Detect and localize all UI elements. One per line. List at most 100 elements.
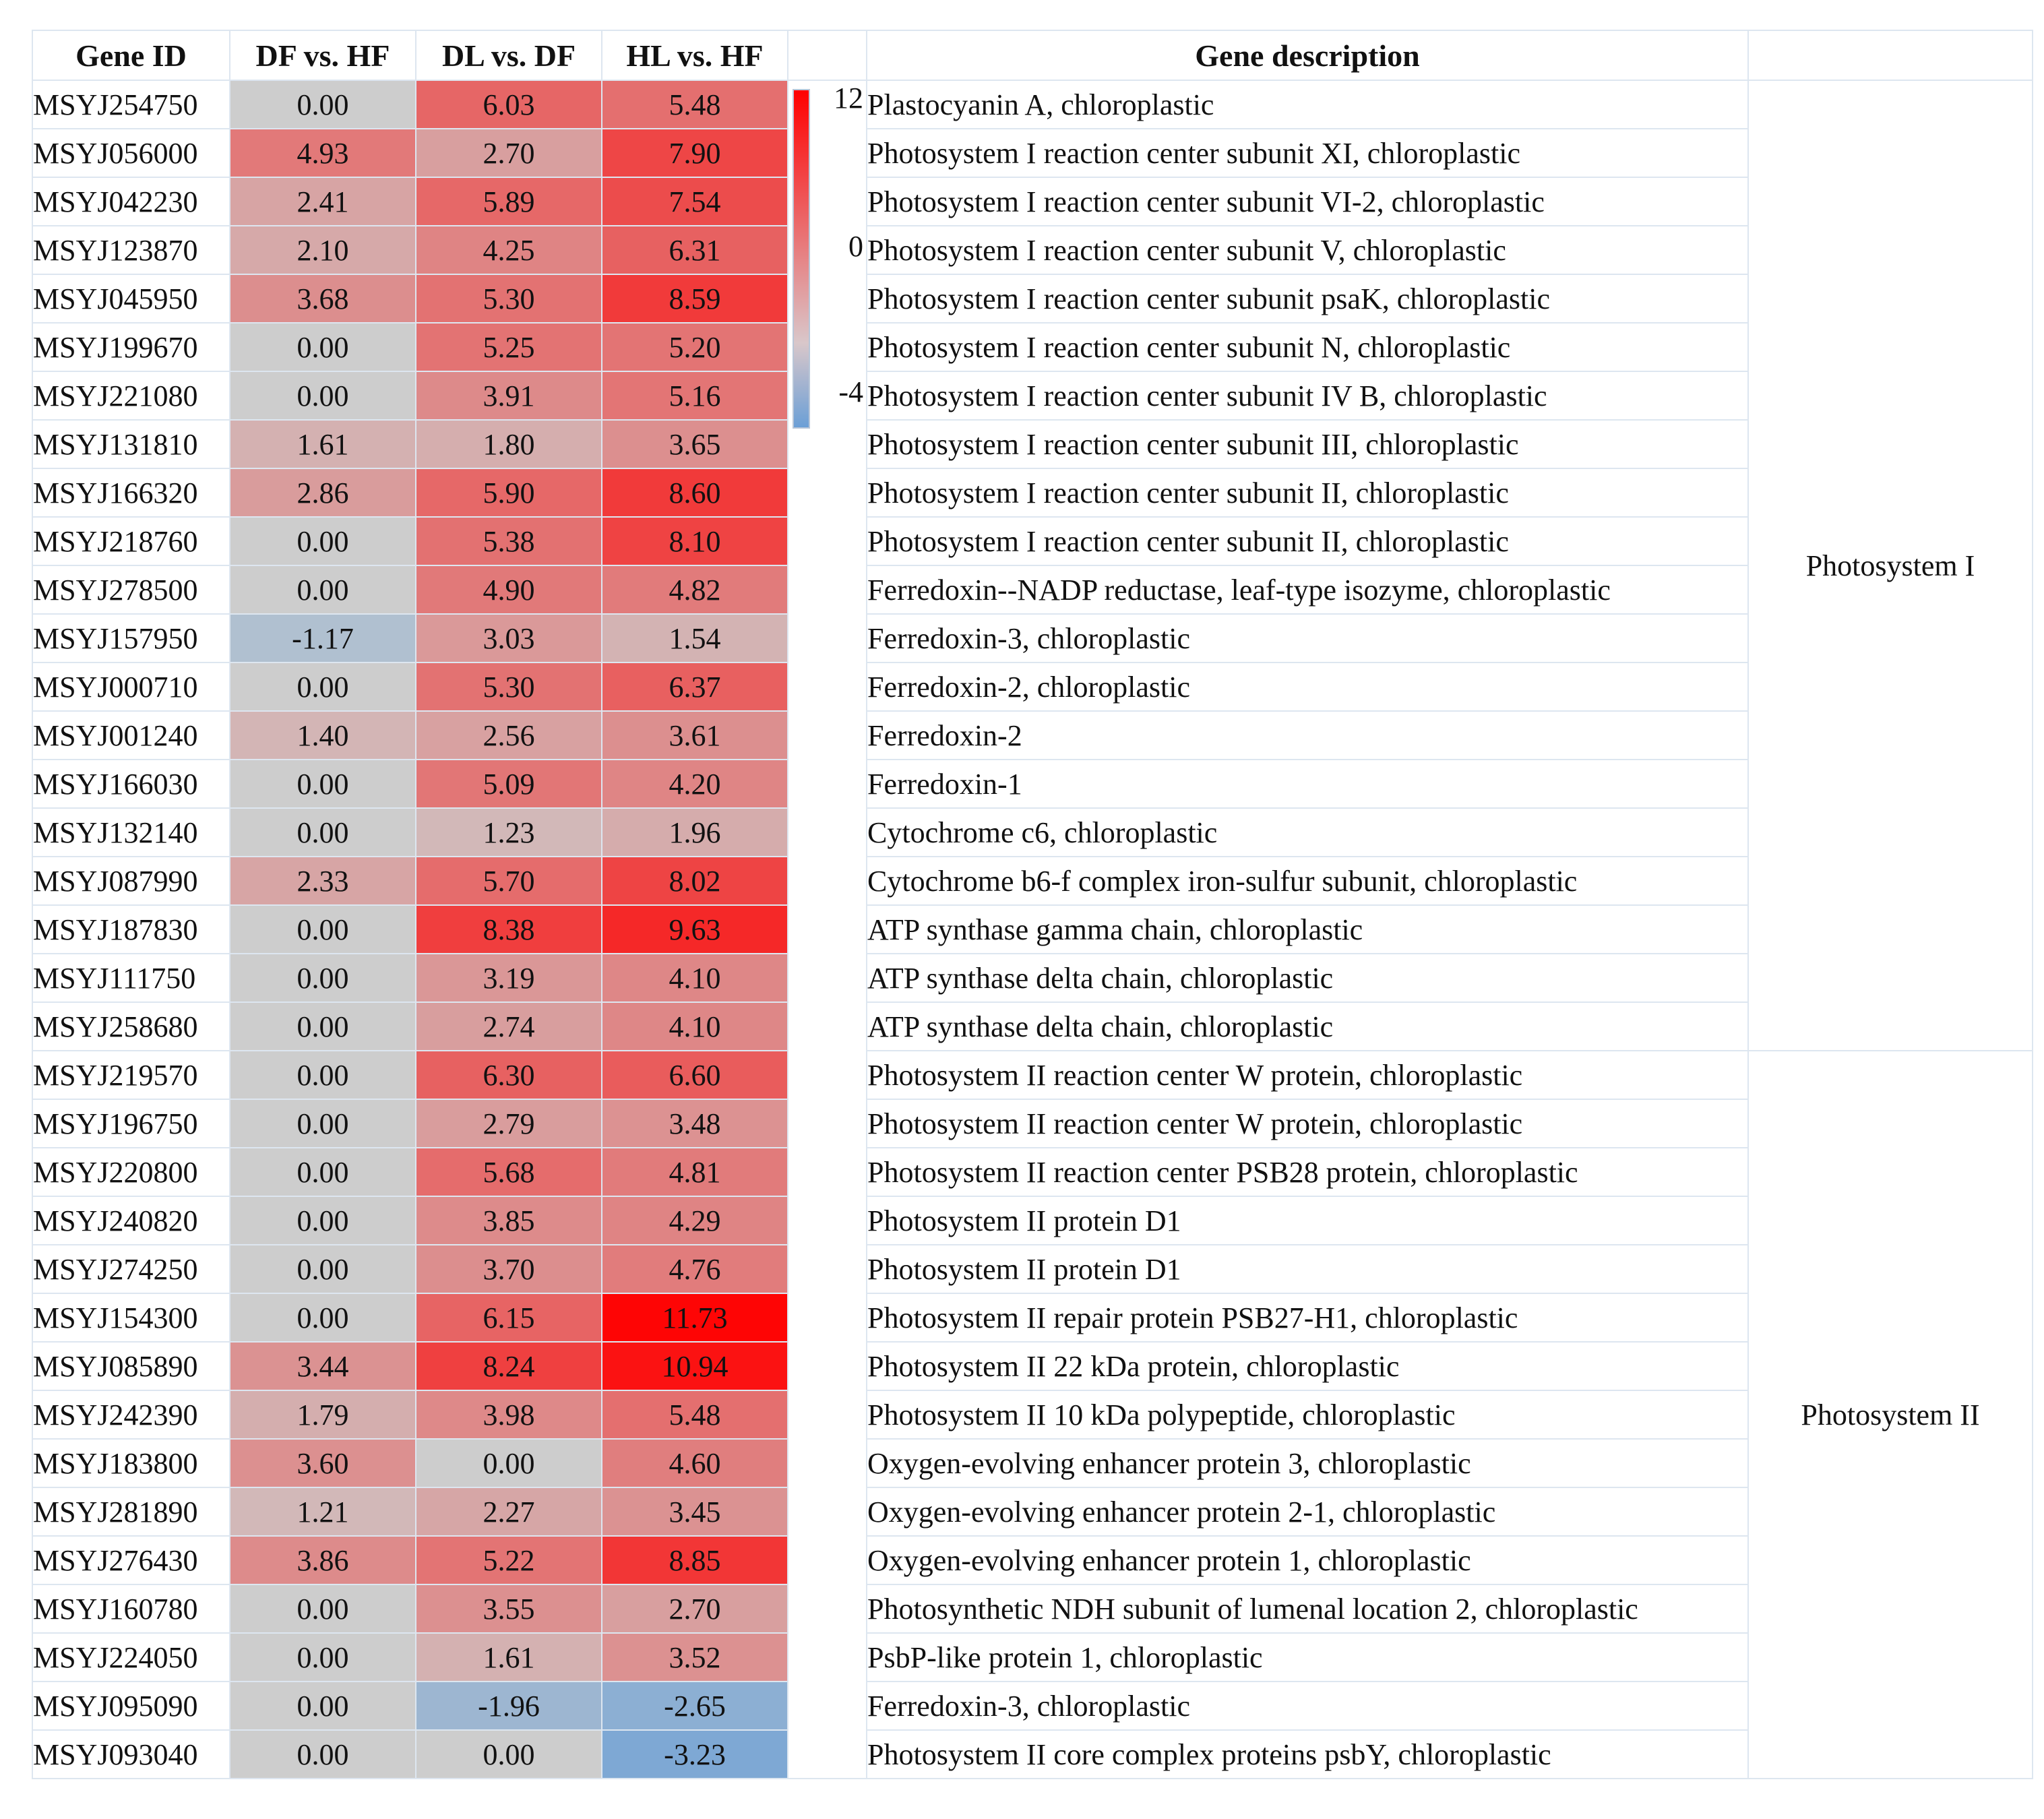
table-row: MSYJ220800 0.00 5.68 4.81 Photosystem II rea… xyxy=(32,1147,2033,1197)
heatmap-cell: 3.70 xyxy=(415,1244,602,1294)
heatmap-body: MSYJ254750 0.00 6.03 5.48 12 0 -4 Plastocyanin … xyxy=(32,80,2033,1779)
gene-id-cell: MSYJ166030 xyxy=(32,759,230,809)
gene-id-cell: MSYJ045950 xyxy=(32,274,230,323)
gene-id-cell: MSYJ056000 xyxy=(32,128,230,178)
table-row: MSYJ001240 1.40 2.56 3.61 Ferredoxin-2 xyxy=(32,710,2033,760)
gene-description-cell: Photosystem I reaction center subunit XI… xyxy=(866,128,1749,178)
heatmap-cell: -1.17 xyxy=(229,613,416,663)
gene-description-cell: Photosystem I reaction center subunit V,… xyxy=(866,225,1749,275)
gene-id-cell: MSYJ123870 xyxy=(32,225,230,275)
heatmap-cell: 4.60 xyxy=(601,1438,788,1488)
header-legend xyxy=(787,30,867,81)
heatmap-cell: 5.20 xyxy=(601,322,788,372)
heatmap-cell: 0.00 xyxy=(229,371,416,421)
table-row: MSYJ085890 3.44 8.24 10.94 Photosystem II 22… xyxy=(32,1341,2033,1391)
table-row: MSYJ157950 -1.17 3.03 1.54 Ferredoxin-3, chl… xyxy=(32,613,2033,663)
color-legend: 12 0 -4 xyxy=(787,80,867,1779)
table-row: MSYJ087990 2.33 5.70 8.02 Cytochrome b6-f co… xyxy=(32,856,2033,906)
gene-description-cell: Ferredoxin-3, chloroplastic xyxy=(866,613,1749,663)
gene-description-cell: Photosystem II protein D1 xyxy=(866,1196,1749,1245)
heatmap-cell: 10.94 xyxy=(601,1341,788,1391)
heatmap-cell: 0.00 xyxy=(229,953,416,1003)
color-legend-bar xyxy=(793,89,810,429)
gene-description-cell: Ferredoxin--NADP reductase, leaf-type is… xyxy=(866,565,1749,615)
heatmap-cell: 3.91 xyxy=(415,371,602,421)
table-row: MSYJ183800 3.60 0.00 4.60 Oxygen-evolving en… xyxy=(32,1438,2033,1488)
gene-description-cell: Photosystem II 10 kDa polypeptide, chlor… xyxy=(866,1390,1749,1440)
heatmap-cell: -2.65 xyxy=(601,1681,788,1731)
gene-description-cell: Photosystem II reaction center W protein… xyxy=(866,1050,1749,1100)
gene-description-cell: Photosystem II core complex proteins psb… xyxy=(866,1729,1749,1779)
gene-description-cell: ATP synthase delta chain, chloroplastic xyxy=(866,1001,1749,1051)
gene-description-cell: Photosystem II repair protein PSB27-H1, … xyxy=(866,1293,1749,1343)
heatmap-cell: 0.00 xyxy=(229,1244,416,1294)
heatmap-cell: 5.30 xyxy=(415,662,602,712)
gene-id-cell: MSYJ001240 xyxy=(32,710,230,760)
gene-description-cell: ATP synthase gamma chain, chloroplastic xyxy=(866,904,1749,954)
heatmap-cell: 8.24 xyxy=(415,1341,602,1391)
heatmap-cell: 0.00 xyxy=(229,565,416,615)
heatmap-table: Gene ID DF vs. HF DL vs. DF HL vs. HF Ge… xyxy=(32,30,2033,1779)
table-row: MSYJ276430 3.86 5.22 8.85 Oxygen-evolving en… xyxy=(32,1535,2033,1585)
gene-id-cell: MSYJ157950 xyxy=(32,613,230,663)
heatmap-cell: 5.09 xyxy=(415,759,602,809)
gene-id-cell: MSYJ187830 xyxy=(32,904,230,954)
table-row: MSYJ219570 0.00 6.30 6.60 Photosystem II rea… xyxy=(32,1050,2033,1779)
header-gene-id: Gene ID xyxy=(32,30,230,81)
gene-description-cell: Photosystem II reaction center PSB28 pro… xyxy=(866,1147,1749,1197)
heatmap-cell: 3.68 xyxy=(229,274,416,323)
gene-description-cell: Photosystem I reaction center subunit N,… xyxy=(866,322,1749,372)
heatmap-cell: 6.03 xyxy=(415,80,602,129)
color-legend-tick: 12 xyxy=(834,82,863,115)
gene-id-cell: MSYJ240820 xyxy=(32,1196,230,1245)
heatmap-cell: 8.10 xyxy=(601,516,788,566)
gene-description-cell: Photosystem I reaction center subunit II… xyxy=(866,516,1749,566)
heatmap-cell: 2.79 xyxy=(415,1099,602,1148)
table-row: MSYJ123870 2.10 4.25 6.31 Photosystem I reac… xyxy=(32,225,2033,275)
heatmap-cell: 4.20 xyxy=(601,759,788,809)
heatmap-cell: 2.74 xyxy=(415,1001,602,1051)
table-row: MSYJ154300 0.00 6.15 11.73 Photosystem II re… xyxy=(32,1293,2033,1343)
gene-description-cell: Plastocyanin A, chloroplastic xyxy=(866,80,1749,129)
gene-id-cell: MSYJ160780 xyxy=(32,1584,230,1634)
heatmap-cell: 7.90 xyxy=(601,128,788,178)
heatmap-cell: 11.73 xyxy=(601,1293,788,1343)
gene-description-cell: Cytochrome b6-f complex iron-sulfur subu… xyxy=(866,856,1749,906)
gene-description-cell: Photosystem I reaction center subunit IV… xyxy=(866,371,1749,421)
heatmap-cell: 6.60 xyxy=(601,1050,788,1100)
table-row: MSYJ160780 0.00 3.55 2.70 Photosynthetic NDH… xyxy=(32,1584,2033,1634)
heatmap-cell: 3.52 xyxy=(601,1632,788,1682)
table-row: MSYJ242390 1.79 3.98 5.48 Photosystem II 10 … xyxy=(32,1390,2033,1440)
heatmap-cell: 2.27 xyxy=(415,1487,602,1537)
heatmap-cell: 5.70 xyxy=(415,856,602,906)
header-category xyxy=(1747,30,2033,81)
heatmap-cell: 0.00 xyxy=(229,759,416,809)
table-row: MSYJ224050 0.00 1.61 3.52 PsbP-like protein … xyxy=(32,1632,2033,1682)
gene-id-cell: MSYJ183800 xyxy=(32,1438,230,1488)
heatmap-cell: 0.00 xyxy=(415,1729,602,1779)
gene-description-cell: Photosystem I reaction center subunit II… xyxy=(866,468,1749,518)
heatmap-cell: 0.00 xyxy=(229,1001,416,1051)
heatmap-cell: 2.70 xyxy=(415,128,602,178)
heatmap-cell: 3.86 xyxy=(229,1535,416,1585)
table-row: MSYJ111750 0.00 3.19 4.10 ATP synthase delta… xyxy=(32,953,2033,1003)
heatmap-cell: 4.29 xyxy=(601,1196,788,1245)
heatmap-cell: 1.80 xyxy=(415,419,602,469)
header-gene-description: Gene description xyxy=(866,30,1749,81)
gene-description-cell: Photosystem I reaction center subunit II… xyxy=(866,419,1749,469)
heatmap-cell: 1.54 xyxy=(601,613,788,663)
gene-id-cell: MSYJ042230 xyxy=(32,177,230,226)
gene-id-cell: MSYJ258680 xyxy=(32,1001,230,1051)
gene-id-cell: MSYJ242390 xyxy=(32,1390,230,1440)
gene-id-cell: MSYJ224050 xyxy=(32,1632,230,1682)
heatmap-cell: 5.25 xyxy=(415,322,602,372)
gene-description-cell: Ferredoxin-2, chloroplastic xyxy=(866,662,1749,712)
heatmap-cell: 3.19 xyxy=(415,953,602,1003)
heatmap-cell: 2.33 xyxy=(229,856,416,906)
heatmap-cell: 3.44 xyxy=(229,1341,416,1391)
heatmap-cell: 5.38 xyxy=(415,516,602,566)
gene-description-cell: Ferredoxin-1 xyxy=(866,759,1749,809)
heatmap-cell: 0.00 xyxy=(229,904,416,954)
heatmap-cell: 6.15 xyxy=(415,1293,602,1343)
table-row: MSYJ095090 0.00 -1.96 -2.65 Ferredoxin-3, ch… xyxy=(32,1681,2033,1731)
